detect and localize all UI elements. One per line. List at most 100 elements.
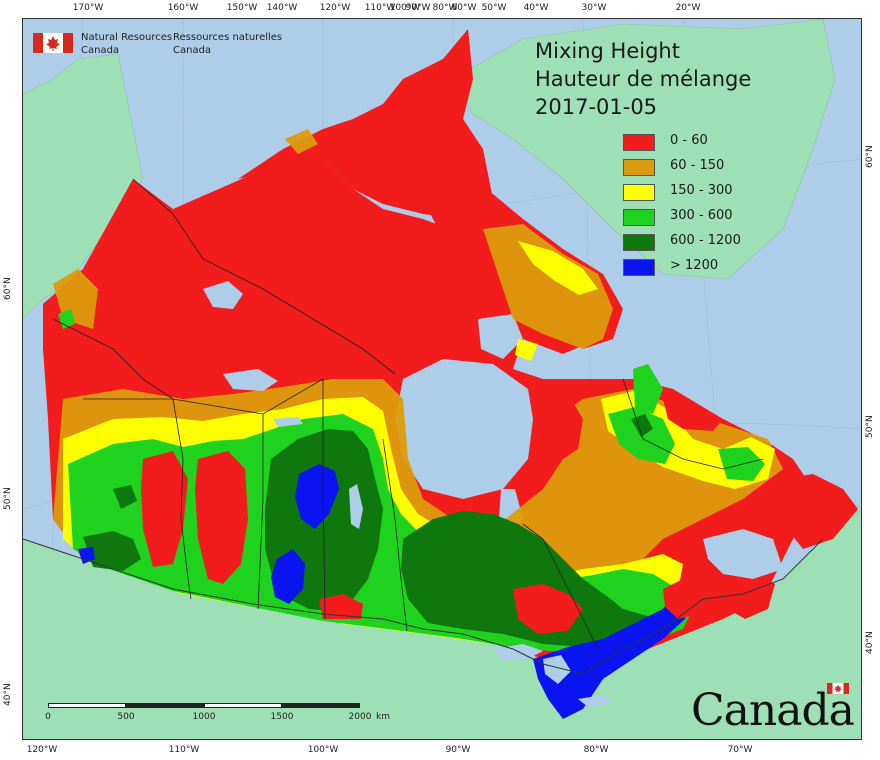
tick-left-0: 60°N xyxy=(3,277,13,300)
red-spot-ontario xyxy=(513,584,583,634)
scale-label-1500: 1500 xyxy=(270,712,294,722)
map-title-en: Mixing Height xyxy=(535,39,680,63)
agency-name-fr-line2: Canada xyxy=(173,45,212,56)
band-darkgreen-alberta-blob xyxy=(113,485,137,509)
agency-name-en-line2: Canada xyxy=(81,45,120,56)
tick-top-1: 160°W xyxy=(167,3,199,13)
great-slave-lake xyxy=(223,369,278,391)
canada-flag-icon xyxy=(33,33,73,53)
tick-top-11: 40°W xyxy=(523,3,549,13)
tick-bottom-0: 120°W xyxy=(26,745,58,755)
wordmark-flag-icon xyxy=(827,683,849,694)
red-spot-labrador-east xyxy=(663,399,723,431)
border-60th-parallel xyxy=(83,378,324,415)
border-sask-manitoba xyxy=(322,379,326,620)
scale-label-1000: 1000 xyxy=(192,712,216,722)
canada-wordmark: Canada xyxy=(691,683,855,736)
scale-label-0: 0 xyxy=(45,712,51,722)
scale-unit: km xyxy=(376,712,390,722)
tick-top-0: 170°W xyxy=(72,3,104,13)
legend-swatch xyxy=(623,159,655,176)
legend-label: > 1200 xyxy=(670,258,719,273)
legend-swatch xyxy=(623,184,655,201)
lake-ontario xyxy=(578,695,613,707)
scale-bar: 0 500 1000 1500 2000 km xyxy=(45,703,390,723)
tick-top-7: 90°W xyxy=(405,3,431,13)
band-blue-southern-ontario xyxy=(533,589,691,719)
tick-right-2: 40°N xyxy=(865,631,875,654)
band-green-quebec-north xyxy=(633,364,663,414)
scale-label-2000: 2000 xyxy=(348,712,372,722)
ungava-bay xyxy=(613,344,635,367)
border-bc-alberta xyxy=(172,398,192,600)
border-alberta-sask xyxy=(257,414,264,610)
band-darkgreen-ontario xyxy=(401,511,673,647)
band-yellow-north xyxy=(518,241,598,295)
scale-label-500: 500 xyxy=(117,712,135,722)
tick-bottom-2: 100°W xyxy=(307,745,339,755)
great-bear-lake xyxy=(203,281,243,309)
border-quebec-labrador xyxy=(622,378,764,470)
tick-bottom-5: 70°W xyxy=(727,745,753,755)
border-yukon-bc xyxy=(52,318,174,400)
tick-top-4: 120°W xyxy=(319,3,351,13)
legend-label: 0 - 60 xyxy=(670,133,708,148)
legend-swatch xyxy=(623,134,655,151)
newfoundland xyxy=(781,474,858,549)
tick-top-5: 110°W xyxy=(364,3,396,13)
border-ontario-quebec xyxy=(522,523,599,650)
map-title: Mixing Height Hauteur de mélange 2017-01… xyxy=(535,37,751,121)
band-blue-sask-south xyxy=(271,549,305,604)
provincial-borders xyxy=(52,178,764,650)
lake-huron xyxy=(543,655,571,684)
legend-label: 150 - 300 xyxy=(670,183,733,198)
red-spot-alberta xyxy=(195,451,248,584)
red-spot-south-sask xyxy=(319,594,363,619)
tick-top-10: 50°W xyxy=(481,3,507,13)
border-manitoba-ontario xyxy=(382,438,408,632)
inland-lakes xyxy=(203,281,783,707)
band-gt-1200 xyxy=(78,464,691,719)
legend-swatch xyxy=(623,234,655,251)
lake-athabasca xyxy=(273,417,303,427)
agency-name-fr: Ressources naturelles Canada xyxy=(173,31,283,57)
band-yellow-hudson-east xyxy=(515,339,538,361)
tick-top-12: 30°W xyxy=(581,3,607,13)
tick-left-2: 40°N xyxy=(3,683,13,706)
legend-label: 60 - 150 xyxy=(670,158,725,173)
tick-bottom-4: 80°W xyxy=(583,745,609,755)
arctic-islands xyxy=(238,29,493,219)
agency-name-en-line1: Natural Resources xyxy=(81,32,173,43)
tick-left-1: 50°N xyxy=(3,487,13,510)
band-blue-sask xyxy=(295,464,339,529)
us-canada-border xyxy=(23,538,824,675)
tick-top-6: 100°W xyxy=(389,3,421,13)
tick-right-0: 60°N xyxy=(865,145,875,168)
band-0-60-spots xyxy=(141,394,775,634)
tick-bottom-1: 110°W xyxy=(168,745,200,755)
band-darkgreen-bc xyxy=(83,531,141,571)
hudson-bay xyxy=(395,359,533,499)
band-orange-north xyxy=(483,224,613,349)
map-panel[interactable]: Natural Resources Canada Ressources natu… xyxy=(22,18,862,740)
tick-top-3: 140°W xyxy=(266,3,298,13)
legend-swatch xyxy=(623,259,655,276)
band-blue-bc xyxy=(78,547,95,564)
map-canvas xyxy=(23,19,861,739)
tick-bottom-3: 90°W xyxy=(445,745,471,755)
legend-swatch xyxy=(623,209,655,226)
map-title-date: 2017-01-05 xyxy=(535,95,658,119)
scale-bar-segment xyxy=(204,703,282,708)
border-nwt-nunavut xyxy=(132,178,396,375)
foxe-basin xyxy=(478,314,523,359)
scale-bar-segment xyxy=(48,703,126,708)
red-spot-nb xyxy=(663,579,703,619)
tick-top-13: 20°W xyxy=(675,3,701,13)
agency-name-fr-line1: Ressources naturelles xyxy=(173,32,283,43)
band-orange-island xyxy=(285,129,318,154)
legend-label: 300 - 600 xyxy=(670,208,733,223)
legend-label: 600 - 1200 xyxy=(670,233,741,248)
red-spot-ns xyxy=(723,571,775,619)
lake-winnipeg xyxy=(349,484,363,529)
